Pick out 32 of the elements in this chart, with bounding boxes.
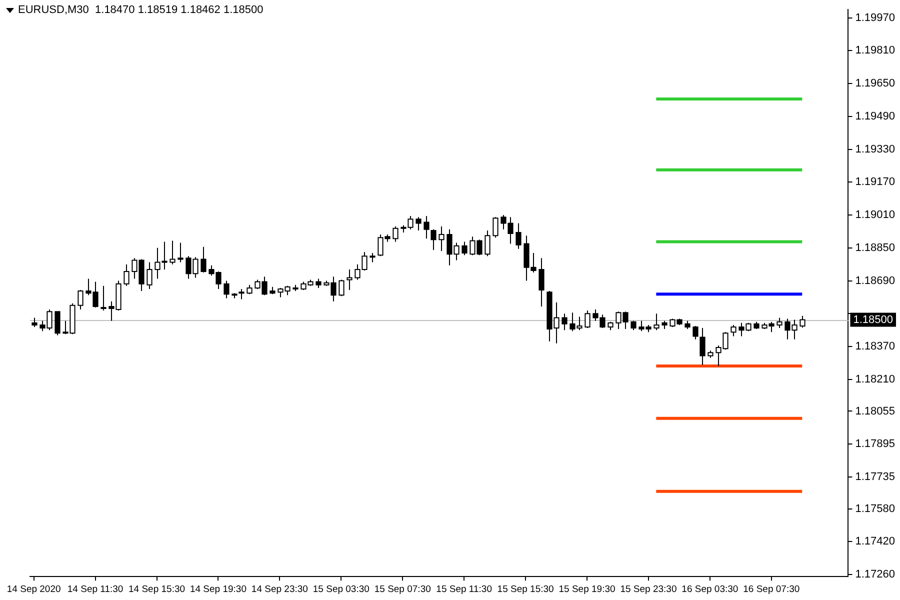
chart-title: EURUSD,M30 1.18470 1.18519 1.18462 1.18500 <box>18 4 264 16</box>
y-tick-label: 1.18370 <box>855 340 896 353</box>
y-tick-label: 1.17895 <box>855 438 896 450</box>
y-tick-label: 1.17420 <box>855 536 896 548</box>
y-tick-label: 1.19810 <box>855 44 896 57</box>
y-tick-label: 1.18690 <box>855 274 896 287</box>
x-tick-label: 14 Sep 15:30 <box>128 584 186 595</box>
x-tick-label: 15 Sep 11:30 <box>436 584 492 595</box>
x-tick-label: 15 Sep 03:30 <box>312 584 370 595</box>
y-tick-label: 1.18210 <box>855 373 896 386</box>
y-tick-label: 1.18850 <box>855 242 896 254</box>
x-tick-label: 14 Sep 2020 <box>6 584 61 595</box>
x-tick-label: 15 Sep 15:30 <box>497 584 554 595</box>
ref-line-label: 1.18500 <box>853 314 894 326</box>
x-tick-label: 14 Sep 19:30 <box>190 584 246 595</box>
y-tick-label: 1.19970 <box>855 12 896 24</box>
x-tick-label: 15 Sep 07:30 <box>374 584 431 595</box>
x-tick-label: 15 Sep 19:30 <box>558 584 616 595</box>
y-tick-label: 1.19650 <box>855 78 896 90</box>
x-tick-label: 14 Sep 11:30 <box>67 584 124 595</box>
x-tick-label: 14 Sep 23:30 <box>251 584 308 595</box>
x-tick-label: 15 Sep 23:30 <box>620 584 677 595</box>
y-tick-label: 1.19490 <box>855 110 896 122</box>
y-tick-label: 1.19330 <box>855 143 896 156</box>
y-tick-label: 1.19010 <box>855 209 896 222</box>
y-tick-label: 1.17260 <box>855 568 896 581</box>
x-tick-label: 16 Sep 07:30 <box>743 584 800 595</box>
y-tick-label: 1.17580 <box>855 502 896 515</box>
y-tick-label: 1.18055 <box>855 405 896 418</box>
y-tick-label: 1.17735 <box>855 470 896 483</box>
y-tick-label: 1.19170 <box>855 176 896 188</box>
x-tick-label: 16 Sep 03:30 <box>682 584 738 595</box>
